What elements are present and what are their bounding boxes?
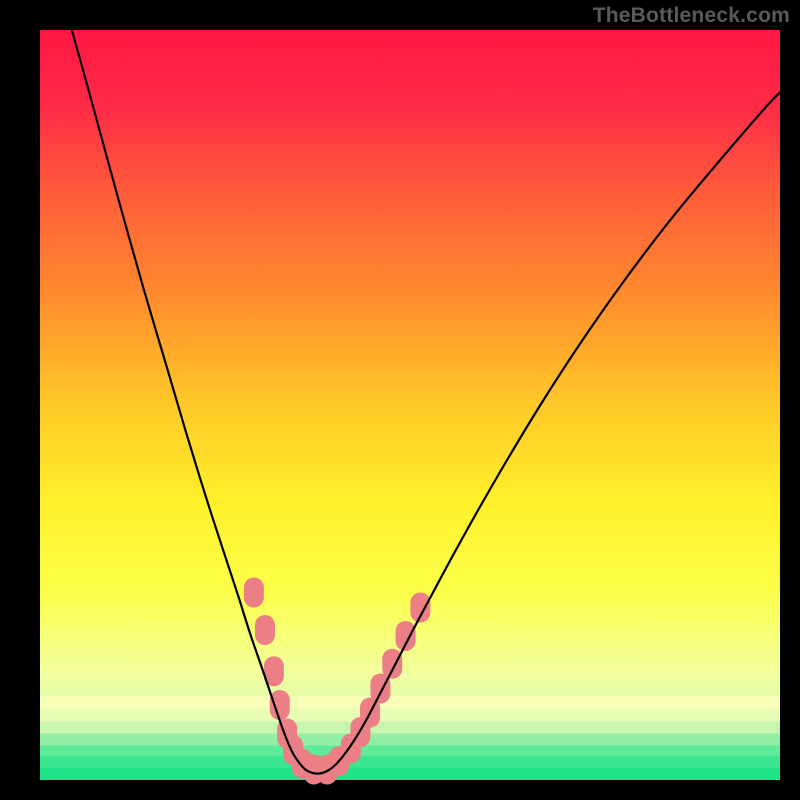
curve-marker xyxy=(244,578,264,608)
color-band xyxy=(40,768,780,780)
color-band xyxy=(40,709,780,722)
curve-marker xyxy=(270,690,290,720)
chart-canvas: TheBottleneck.com xyxy=(0,0,800,800)
curve-marker xyxy=(255,615,275,645)
color-band xyxy=(40,734,780,746)
color-band xyxy=(40,722,780,734)
curve-marker xyxy=(382,649,402,679)
watermark-text: TheBottleneck.com xyxy=(593,4,790,28)
chart-svg xyxy=(0,0,800,800)
color-band xyxy=(40,746,780,757)
plot-area-background xyxy=(40,30,780,780)
color-band xyxy=(40,756,780,768)
color-band xyxy=(40,696,780,709)
